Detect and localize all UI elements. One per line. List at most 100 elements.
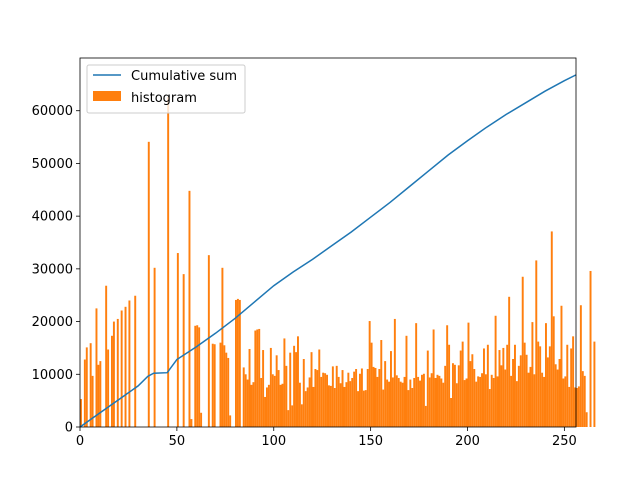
histogram-bar bbox=[426, 350, 429, 427]
histogram-bar bbox=[267, 384, 270, 427]
histogram-bar bbox=[483, 348, 485, 427]
histogram-bar bbox=[167, 97, 170, 427]
histogram-bar bbox=[421, 374, 423, 427]
histogram-bar bbox=[581, 371, 584, 427]
histogram-bar bbox=[577, 386, 580, 427]
histogram-bar bbox=[353, 371, 356, 427]
histogram-bar bbox=[378, 369, 381, 427]
histogram-bar bbox=[91, 375, 94, 427]
histogram-bar bbox=[533, 374, 536, 427]
histogram-bar bbox=[225, 352, 228, 427]
histogram-bar bbox=[525, 354, 528, 427]
histogram-bar bbox=[564, 376, 567, 427]
histogram-bar bbox=[496, 376, 499, 427]
histogram-bar bbox=[384, 361, 387, 427]
histogram-bar bbox=[269, 347, 272, 427]
histogram-bar bbox=[200, 412, 203, 427]
histogram-bar bbox=[440, 378, 443, 427]
histogram-bar bbox=[583, 375, 586, 427]
histogram-bar bbox=[331, 366, 334, 427]
histogram-bar bbox=[570, 348, 573, 427]
histogram-bar bbox=[473, 369, 476, 427]
histogram-bar bbox=[548, 346, 551, 427]
histogram-bar bbox=[498, 350, 501, 427]
histogram-bar bbox=[422, 373, 425, 427]
histogram-bar bbox=[312, 386, 315, 427]
plot-frame bbox=[79, 57, 577, 428]
histogram-bar bbox=[345, 382, 348, 427]
histogram-bar bbox=[283, 338, 286, 427]
histogram-bar bbox=[99, 361, 102, 427]
y-tick-label: 0 bbox=[65, 421, 73, 436]
histogram-bar bbox=[368, 321, 371, 427]
histogram-bar bbox=[442, 382, 445, 427]
histogram-bar bbox=[260, 377, 263, 427]
histogram-bar bbox=[176, 253, 179, 427]
histogram-bar bbox=[300, 404, 303, 427]
histogram-bar bbox=[320, 376, 323, 427]
histogram-bar bbox=[506, 344, 509, 427]
histogram-bar bbox=[517, 365, 520, 427]
histogram-bar bbox=[446, 325, 449, 427]
histogram-bar bbox=[194, 325, 197, 427]
histogram-bar bbox=[486, 344, 489, 427]
histogram-bar bbox=[514, 344, 516, 427]
histogram-bar bbox=[357, 391, 359, 427]
histogram-bar bbox=[372, 366, 375, 427]
histogram-bar bbox=[515, 381, 518, 427]
histogram-bar bbox=[453, 364, 456, 427]
histogram-bar bbox=[196, 325, 199, 427]
histogram-bar bbox=[444, 365, 447, 427]
x-tick-label: 250 bbox=[552, 434, 577, 449]
x-axis: 0 50 100 150 200 250 bbox=[76, 427, 577, 449]
histogram-bar bbox=[419, 380, 421, 427]
legend-label-cumulative-sum: Cumulative sum bbox=[131, 69, 237, 84]
histogram-bar bbox=[244, 374, 247, 427]
histogram-bar bbox=[510, 375, 513, 427]
histogram-bar bbox=[382, 389, 385, 427]
x-tick-label: 100 bbox=[261, 434, 286, 449]
histogram-bar bbox=[459, 350, 462, 427]
histogram-bar bbox=[535, 260, 538, 427]
histogram-bar bbox=[477, 376, 480, 427]
histogram-bar bbox=[424, 405, 427, 427]
histogram-bar bbox=[388, 381, 390, 427]
histogram-bar bbox=[316, 370, 319, 427]
histogram-bar bbox=[112, 321, 115, 427]
histogram-bar bbox=[198, 327, 201, 427]
histogram-bar bbox=[242, 367, 245, 427]
histogram-bar bbox=[302, 359, 305, 427]
histogram-bar bbox=[134, 295, 137, 427]
histogram-bar bbox=[436, 374, 439, 427]
histogram-bar bbox=[494, 315, 497, 427]
histogram-bar bbox=[409, 379, 412, 427]
histogram-bar bbox=[105, 285, 108, 427]
histogram-bar bbox=[366, 369, 369, 427]
cumulative-sum-line bbox=[79, 74, 577, 428]
histogram-bar bbox=[450, 398, 452, 427]
histogram-bar bbox=[314, 369, 317, 427]
histogram-bar bbox=[248, 348, 251, 427]
histogram-bar bbox=[335, 365, 338, 427]
histogram-bar bbox=[527, 372, 530, 427]
histogram-bar bbox=[529, 366, 532, 427]
plot-area bbox=[80, 58, 576, 427]
histogram-bar bbox=[552, 316, 555, 427]
histogram-bar bbox=[318, 349, 321, 427]
histogram-bars bbox=[80, 97, 596, 427]
histogram-bar bbox=[264, 396, 266, 427]
histogram-bar bbox=[128, 300, 131, 427]
histogram-bar bbox=[310, 352, 313, 427]
y-tick-label: 40000 bbox=[32, 210, 73, 225]
histogram-bar bbox=[238, 299, 241, 427]
histogram-bar bbox=[89, 343, 92, 427]
histogram-bar bbox=[432, 329, 435, 427]
legend-label-histogram: histogram bbox=[131, 91, 197, 106]
histogram-bar bbox=[554, 364, 557, 427]
histogram-bar bbox=[399, 381, 402, 427]
histogram-bar bbox=[452, 363, 454, 427]
histogram-bar bbox=[492, 377, 495, 427]
histogram-bar bbox=[376, 376, 379, 427]
histogram-bar bbox=[566, 344, 569, 427]
histogram-bar bbox=[438, 375, 441, 427]
